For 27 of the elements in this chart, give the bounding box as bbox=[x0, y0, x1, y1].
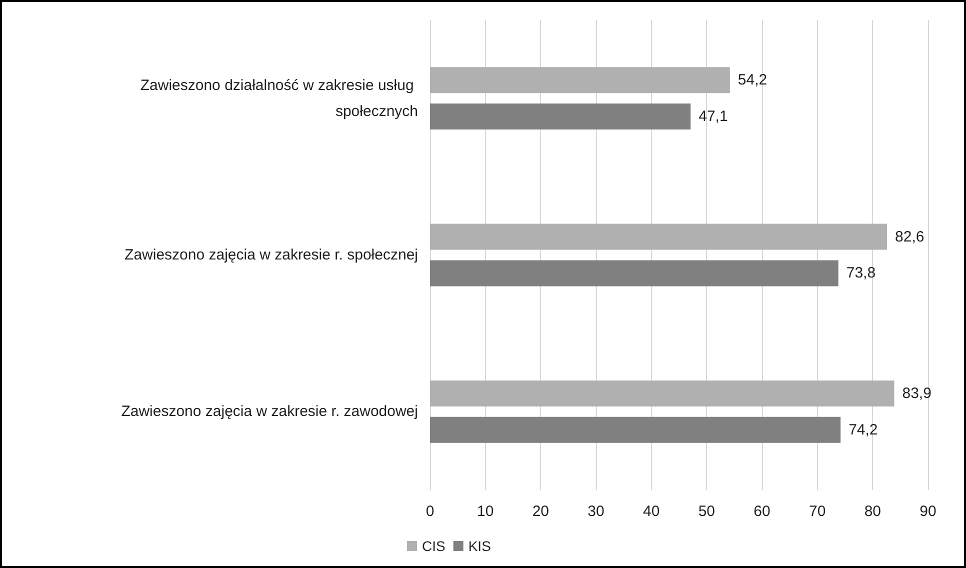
x-tick-label: 90 bbox=[920, 503, 936, 520]
x-tick-label: 60 bbox=[754, 503, 770, 520]
bar bbox=[430, 380, 894, 406]
bar bbox=[430, 416, 841, 443]
legend-label: CIS bbox=[422, 538, 446, 554]
x-tick-label: 30 bbox=[588, 503, 604, 520]
x-tick-label: 40 bbox=[642, 503, 660, 520]
x-tick-label: 10 bbox=[476, 503, 494, 520]
data-label: 47,1 bbox=[698, 108, 728, 126]
data-label: 82,6 bbox=[895, 228, 924, 246]
x-tick-label: 0 bbox=[426, 503, 434, 520]
bar bbox=[430, 104, 691, 130]
y-tick-label: Zawieszono zajęcia w zakresie r. zawodowej bbox=[121, 403, 418, 420]
bar bbox=[430, 224, 888, 250]
data-label: 74,2 bbox=[848, 421, 878, 438]
x-tick-label: 50 bbox=[698, 503, 716, 520]
data-label: 83,9 bbox=[902, 384, 932, 402]
bar bbox=[430, 260, 838, 286]
x-tick-label: 70 bbox=[808, 503, 826, 520]
data-label: 54,2 bbox=[738, 72, 768, 89]
x-tick-label: 80 bbox=[864, 503, 882, 520]
y-tick-label: Zawieszono działalność w zakresie usług społecznych bbox=[140, 76, 418, 120]
bar bbox=[430, 67, 730, 94]
legend-label: KIS bbox=[468, 538, 491, 554]
x-tick-label: 20 bbox=[532, 503, 550, 520]
data-label: 73,8 bbox=[846, 264, 876, 282]
y-tick-label: Zawieszono zajęcia w zakresie r. społecznej bbox=[124, 246, 418, 264]
